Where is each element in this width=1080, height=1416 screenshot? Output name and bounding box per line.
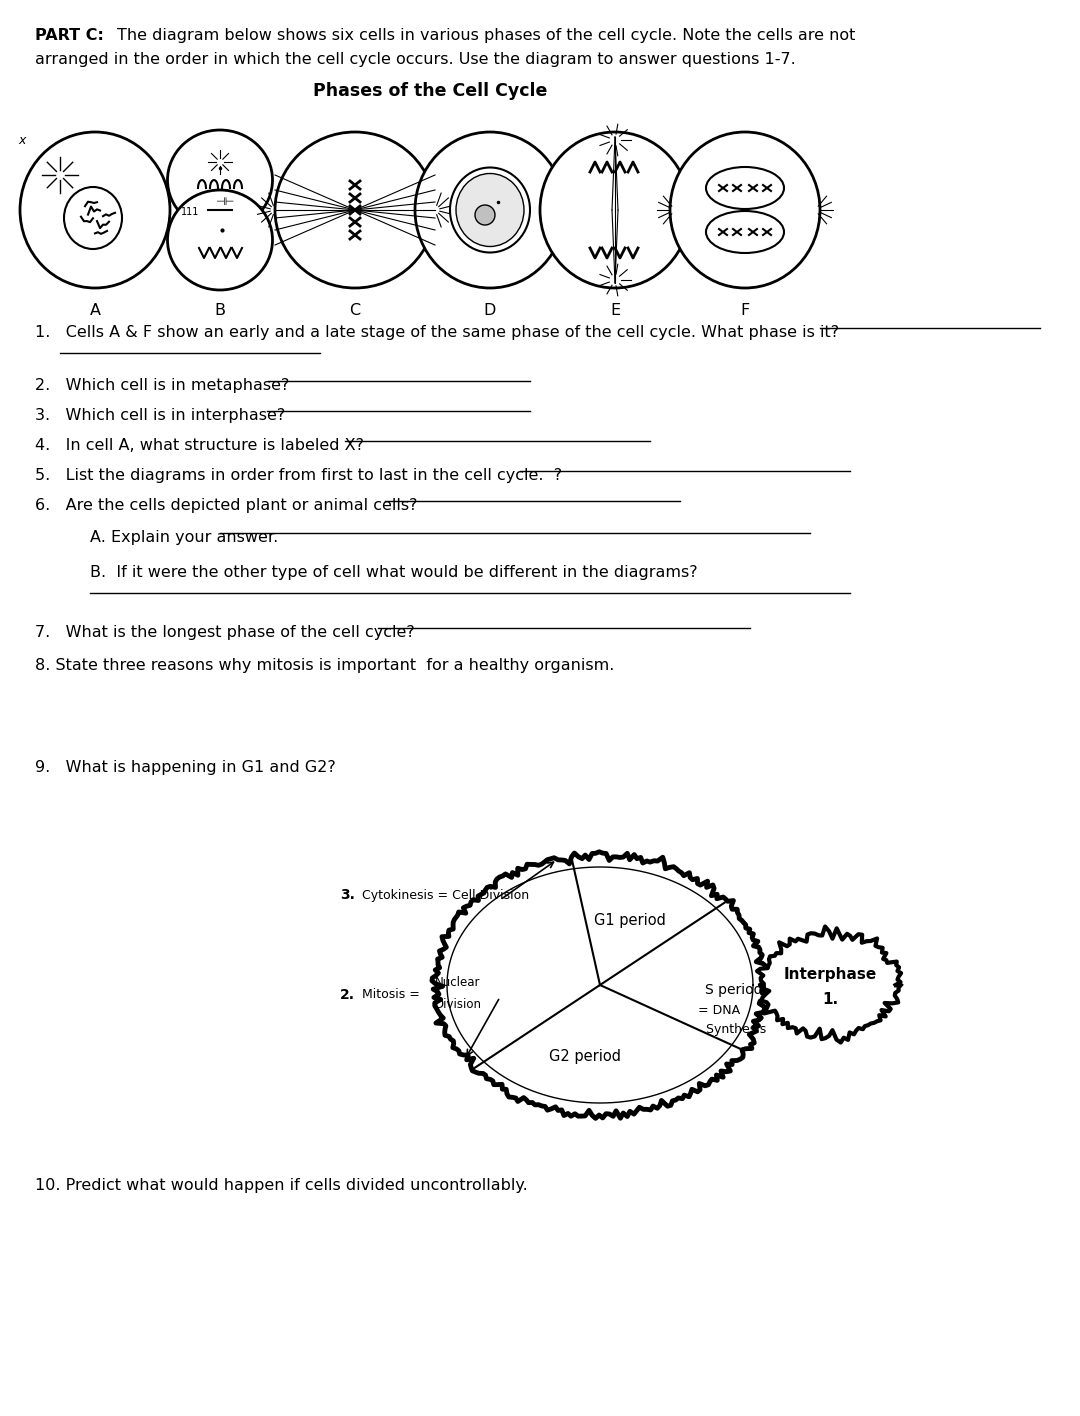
Text: Mitosis =: Mitosis = bbox=[362, 988, 423, 1001]
Text: 9.   What is happening in G1 and G2?: 9. What is happening in G1 and G2? bbox=[35, 760, 336, 775]
Text: 7.   What is the longest phase of the cell cycle?: 7. What is the longest phase of the cell… bbox=[35, 624, 415, 640]
Ellipse shape bbox=[450, 167, 530, 252]
Text: 6.   Are the cells depicted plant or animal cells?: 6. Are the cells depicted plant or anima… bbox=[35, 498, 418, 513]
Ellipse shape bbox=[540, 132, 690, 287]
Ellipse shape bbox=[456, 174, 524, 246]
Ellipse shape bbox=[706, 167, 784, 210]
Text: arranged in the order in which the cell cycle occurs. Use the diagram to answer : arranged in the order in which the cell … bbox=[35, 52, 796, 67]
Text: 111: 111 bbox=[180, 207, 199, 217]
Text: A: A bbox=[90, 303, 100, 319]
Text: Division: Division bbox=[435, 998, 482, 1011]
Polygon shape bbox=[757, 926, 901, 1042]
Text: D: D bbox=[484, 303, 496, 319]
Text: 10. Predict what would happen if cells divided uncontrollably.: 10. Predict what would happen if cells d… bbox=[35, 1178, 528, 1194]
Text: ⊣⊢: ⊣⊢ bbox=[215, 197, 234, 207]
Text: 5.   List the diagrams in order from first to last in the cell cycle.  ?: 5. List the diagrams in order from first… bbox=[35, 469, 562, 483]
Text: A. Explain your answer.: A. Explain your answer. bbox=[90, 530, 279, 545]
Ellipse shape bbox=[167, 130, 272, 229]
Text: B: B bbox=[215, 303, 226, 319]
Text: G2 period: G2 period bbox=[549, 1049, 621, 1065]
Text: 1.: 1. bbox=[822, 991, 838, 1007]
Text: x: x bbox=[18, 133, 26, 146]
Text: Nuclear: Nuclear bbox=[435, 977, 481, 990]
Text: 2.: 2. bbox=[340, 988, 355, 1003]
Ellipse shape bbox=[21, 132, 170, 287]
Circle shape bbox=[475, 205, 495, 225]
Ellipse shape bbox=[167, 190, 272, 290]
Ellipse shape bbox=[275, 132, 435, 287]
Text: B.  If it were the other type of cell what would be different in the diagrams?: B. If it were the other type of cell wha… bbox=[90, 565, 698, 581]
Ellipse shape bbox=[415, 132, 565, 287]
Text: Phases of the Cell Cycle: Phases of the Cell Cycle bbox=[313, 82, 548, 101]
Text: S period: S period bbox=[705, 983, 762, 997]
Text: C: C bbox=[350, 303, 361, 319]
Text: PART C:: PART C: bbox=[35, 28, 104, 42]
Text: Synthesis: Synthesis bbox=[698, 1022, 766, 1035]
Ellipse shape bbox=[64, 187, 122, 249]
Text: 8. State three reasons why mitosis is important  for a healthy organism.: 8. State three reasons why mitosis is im… bbox=[35, 658, 615, 673]
Text: G1 period: G1 period bbox=[594, 912, 666, 927]
Text: Cytokinesis = Cell Division: Cytokinesis = Cell Division bbox=[362, 888, 529, 902]
Text: Interphase: Interphase bbox=[783, 967, 877, 983]
Text: 1.   Cells A & F show an early and a late stage of the same phase of the cell cy: 1. Cells A & F show an early and a late … bbox=[35, 326, 839, 340]
Text: 3.   Which cell is in interphase?: 3. Which cell is in interphase? bbox=[35, 408, 285, 423]
Ellipse shape bbox=[706, 211, 784, 253]
Text: 4.   In cell A, what structure is labeled X?: 4. In cell A, what structure is labeled … bbox=[35, 438, 364, 453]
Ellipse shape bbox=[670, 132, 820, 287]
Text: F: F bbox=[741, 303, 750, 319]
Text: The diagram below shows six cells in various phases of the cell cycle. Note the : The diagram below shows six cells in var… bbox=[117, 28, 855, 42]
Text: E: E bbox=[610, 303, 620, 319]
Text: = DNA: = DNA bbox=[698, 1004, 740, 1017]
Text: 2.   Which cell is in metaphase?: 2. Which cell is in metaphase? bbox=[35, 378, 289, 394]
Text: 3.: 3. bbox=[340, 888, 355, 902]
